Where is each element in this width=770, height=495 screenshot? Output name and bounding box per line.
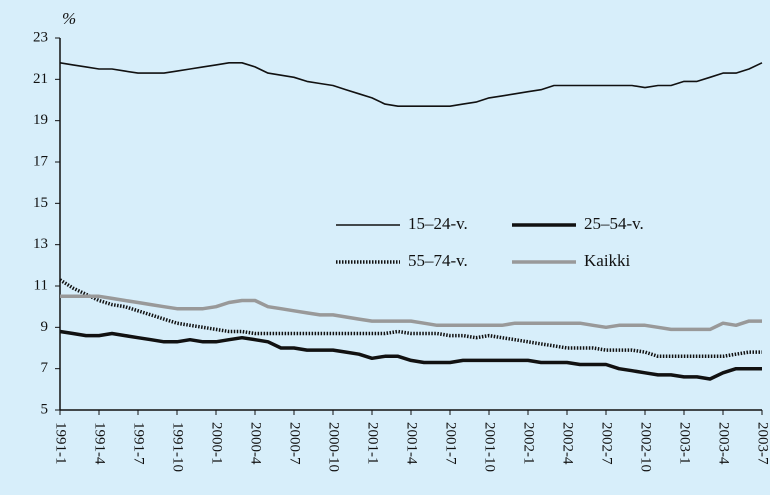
- legend-label: 15–24-v.: [408, 214, 468, 233]
- x-tick-label: 2002-7: [599, 422, 615, 465]
- x-tick-label: 2002-4: [560, 422, 576, 465]
- x-tick-label: 2003-4: [716, 422, 732, 465]
- series-line: [60, 294, 762, 332]
- y-tick-label: 7: [41, 360, 49, 376]
- x-tick-label: 2000-7: [287, 422, 303, 465]
- y-unit-label: %: [62, 9, 76, 28]
- series-line: [59, 278, 762, 359]
- y-tick-label: 5: [41, 401, 49, 417]
- series-line: [59, 329, 762, 381]
- x-tick-label: 2000-4: [248, 422, 264, 465]
- y-tick-label: 19: [33, 112, 48, 128]
- y-tick-label: 11: [34, 277, 48, 293]
- x-tick-label: 1991-1: [53, 422, 69, 465]
- x-tick-label: 2000-1: [209, 422, 225, 465]
- y-tick-label: 17: [33, 153, 49, 169]
- x-tick-label: 1991-10: [170, 422, 186, 472]
- y-tick-label: 15: [33, 195, 48, 211]
- x-tick-label: 2000-10: [326, 422, 342, 472]
- series-line: [59, 62, 763, 107]
- x-tick-label: 2001-4: [404, 422, 420, 465]
- x-tick-label: 2002-1: [521, 422, 537, 465]
- x-tick-label: 2003-1: [677, 422, 693, 465]
- x-tick-label: 2003-7: [755, 422, 770, 465]
- legend-label: 55–74-v.: [408, 251, 468, 270]
- x-tick-label: 2001-7: [443, 422, 459, 465]
- y-tick-label: 13: [33, 236, 48, 252]
- y-tick-label: 23: [33, 29, 48, 45]
- y-tick-label: 9: [41, 319, 49, 335]
- legend-label: 25–54-v.: [584, 214, 644, 233]
- x-tick-label: 2002-10: [638, 422, 654, 472]
- x-tick-label: 1991-7: [131, 422, 147, 465]
- x-tick-label: 2001-1: [365, 422, 381, 465]
- x-tick-label: 1991-4: [92, 422, 108, 465]
- y-tick-label: 21: [33, 71, 48, 87]
- legend-label: Kaikki: [584, 251, 631, 270]
- x-tick-label: 2001-10: [482, 422, 498, 472]
